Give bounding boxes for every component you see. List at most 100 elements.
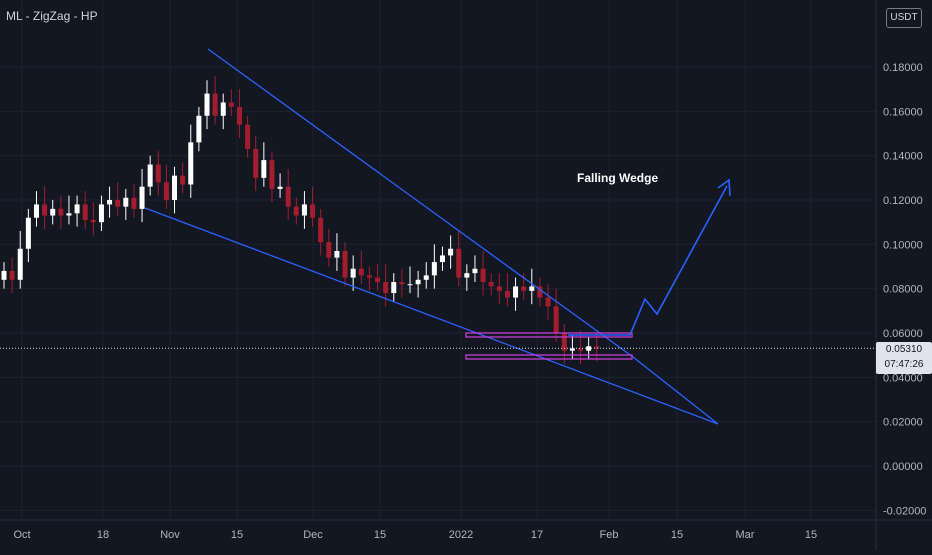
candle-body	[9, 270, 15, 280]
candle-body	[17, 248, 23, 280]
candle-body	[366, 275, 372, 278]
candle-body	[172, 175, 178, 200]
candle-body	[50, 208, 56, 216]
projection-arrow	[568, 185, 728, 336]
candle-body	[439, 255, 445, 263]
currency-badge[interactable]: USDT	[886, 8, 922, 28]
candle-body	[496, 286, 502, 291]
y-tick-label: 0.00000	[883, 461, 923, 473]
x-tick-label: Oct	[13, 529, 30, 541]
candle-body	[545, 297, 551, 307]
candle-body	[66, 213, 72, 216]
candle-body	[561, 333, 567, 351]
candle-body	[245, 124, 251, 150]
support-box	[465, 354, 633, 360]
candles	[1, 75, 600, 365]
x-tick-label: Mar	[736, 529, 755, 541]
x-tick-label: Dec	[303, 529, 323, 541]
candle-body	[131, 197, 137, 209]
wedge-apex-line	[632, 356, 719, 425]
y-tick-label: 0.18000	[883, 62, 923, 74]
candle-body	[155, 164, 161, 183]
candle-body	[480, 268, 486, 283]
candle-body	[464, 273, 470, 278]
candle-body	[358, 268, 364, 276]
candle-body	[74, 204, 80, 214]
candle-body	[472, 268, 478, 274]
candle-body	[399, 282, 405, 285]
y-tick-label: 0.14000	[883, 151, 923, 163]
y-tick-label: 0.10000	[883, 239, 923, 251]
candle-body	[537, 286, 543, 298]
last-price-label: 0.05310 07:47:26	[876, 342, 932, 374]
wedge-lower-line	[144, 207, 719, 425]
candle-body	[107, 200, 113, 205]
candle-body	[383, 282, 389, 294]
x-tick-label: Feb	[600, 529, 619, 541]
candle-body	[220, 102, 226, 116]
y-tick-label: 0.06000	[883, 328, 923, 340]
x-tick-label: Nov	[160, 529, 180, 541]
candle-body	[423, 275, 429, 280]
candle-body	[513, 286, 519, 298]
candle-body	[253, 149, 259, 178]
candle-body	[342, 250, 348, 278]
candle-body	[415, 279, 421, 285]
candle-body	[139, 186, 145, 209]
y-tick-label: 0.02000	[883, 417, 923, 429]
candle-body	[407, 284, 413, 286]
candle-body	[163, 182, 169, 200]
indicator-label[interactable]: ML - ZigZag - HP	[6, 9, 98, 23]
candle-body	[236, 106, 242, 125]
candle-body	[196, 115, 202, 143]
candle-body	[269, 160, 275, 189]
candle-body	[115, 200, 121, 207]
x-tick-label: 15	[231, 529, 243, 541]
arrow-head	[717, 178, 731, 197]
falling-wedge-annotation[interactable]: Falling Wedge	[577, 171, 659, 185]
last-price: 0.05310	[885, 344, 923, 355]
candle-body	[488, 282, 494, 287]
candle-body	[285, 186, 291, 207]
candle-body	[375, 277, 381, 283]
candle-body	[529, 286, 535, 291]
candle-body	[293, 206, 299, 216]
x-tick-label: 18	[97, 529, 109, 541]
candle-body	[521, 286, 527, 291]
candle-body	[310, 204, 316, 218]
candle-body	[147, 164, 153, 187]
drawings	[144, 48, 731, 425]
resistance-box	[465, 332, 633, 338]
candle-body	[188, 142, 194, 185]
candle-body	[33, 204, 39, 218]
candle-body	[326, 242, 332, 258]
wedge-upper-line	[207, 48, 634, 358]
candle-body	[569, 348, 575, 351]
candle-body	[25, 217, 31, 249]
candle-body	[334, 250, 340, 258]
candle-body	[277, 186, 283, 189]
candle-body	[228, 102, 234, 107]
candle-body	[350, 268, 356, 278]
bar-countdown: 07:47:26	[884, 359, 924, 370]
candle-body	[204, 93, 210, 116]
candle-body	[578, 348, 584, 351]
candle-body	[1, 270, 7, 280]
grid	[0, 0, 876, 520]
x-tick-label: 2022	[449, 529, 473, 541]
x-tick-label: 15	[805, 529, 817, 541]
y-tick-label: 0.12000	[883, 195, 923, 207]
candle-body	[82, 204, 88, 220]
candle-body	[391, 282, 397, 294]
x-tick-label: 17	[531, 529, 543, 541]
candle-body	[448, 248, 454, 256]
y-tick-label: 0.08000	[883, 284, 923, 296]
candle-body	[318, 217, 324, 243]
y-tick-label: 0.16000	[883, 106, 923, 118]
candle-body	[553, 306, 559, 333]
candle-body	[180, 175, 186, 185]
candle-body	[456, 248, 462, 278]
